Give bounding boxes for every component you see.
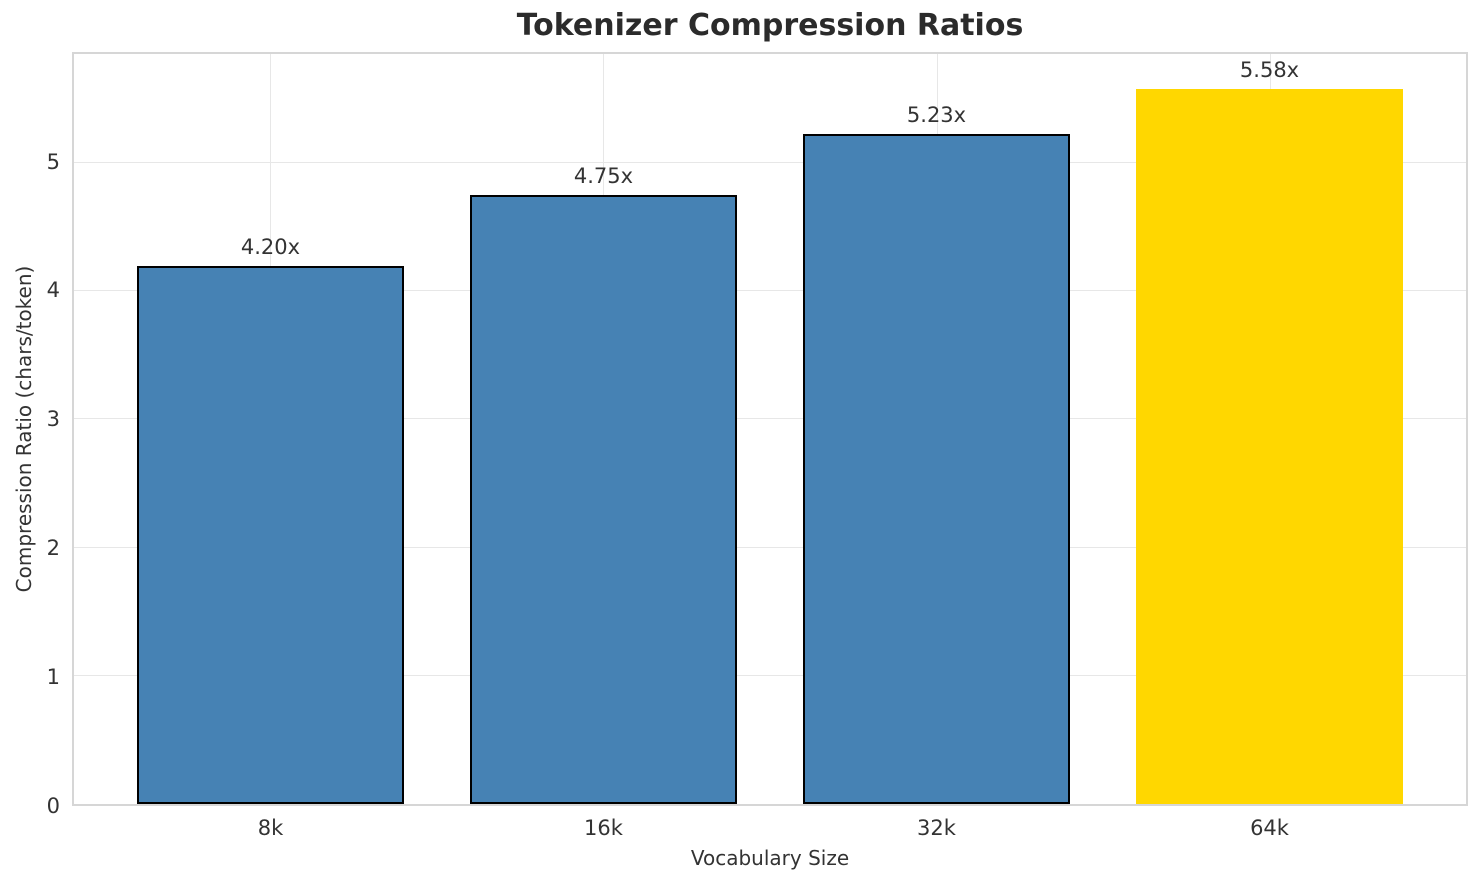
x-tick-label-16k: 16k xyxy=(584,816,623,840)
bar-value-label: 4.75x xyxy=(573,164,634,189)
bar-value-label: 5.23x xyxy=(906,102,967,127)
y-tick-label: 5 xyxy=(46,149,60,174)
gridline-horizontal xyxy=(74,674,1466,676)
bar-8k xyxy=(137,265,404,804)
y-tick-label: 3 xyxy=(46,407,60,432)
x-axis-label: Vocabulary Size xyxy=(690,846,850,870)
bar-64k xyxy=(1136,88,1403,804)
x-tick-label-64k: 64k xyxy=(1250,816,1289,840)
plot-area: 4.20x 4.75x 5.23x 5.58x xyxy=(72,52,1468,806)
bar-16k xyxy=(470,195,737,804)
gridline-horizontal xyxy=(74,161,1466,163)
bar-32k xyxy=(803,133,1070,804)
y-axis-label: Compression Ratio (chars/token) xyxy=(12,265,36,593)
bar-value-label: 4.20x xyxy=(240,234,301,259)
y-tick-label: 0 xyxy=(46,794,60,818)
y-tick-label: 4 xyxy=(46,278,60,303)
gridline-horizontal xyxy=(74,290,1466,292)
x-tick-label-8k: 8k xyxy=(257,816,284,840)
bar-value-label: 5.58x xyxy=(1239,57,1300,82)
chart-title: Tokenizer Compression Ratios xyxy=(516,8,1024,43)
x-tick-label-32k: 32k xyxy=(917,816,956,840)
gridline-horizontal xyxy=(74,546,1466,548)
y-tick-label: 2 xyxy=(46,536,60,561)
y-tick-label: 1 xyxy=(46,665,60,690)
gridline-horizontal xyxy=(74,418,1466,420)
